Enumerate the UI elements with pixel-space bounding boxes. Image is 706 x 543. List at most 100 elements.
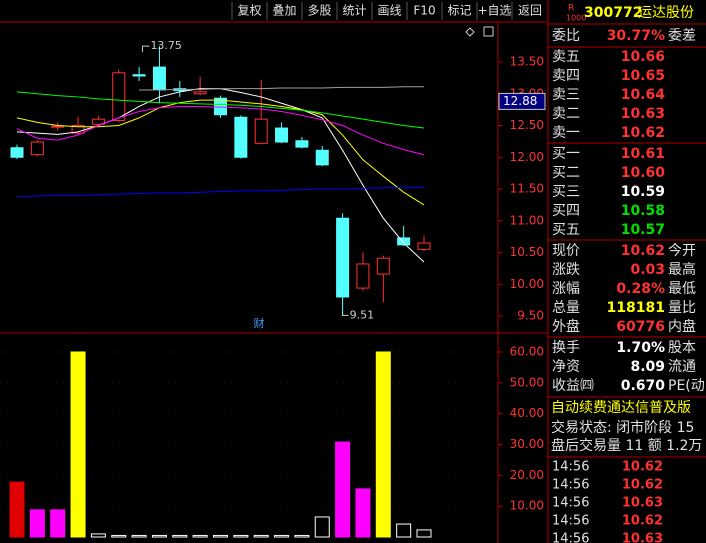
y-tick-label: 11.00: [510, 213, 544, 227]
volume-bar: [253, 534, 269, 538]
candle-body: [152, 66, 166, 91]
candle-body: [234, 116, 248, 158]
y-tick-label: 12.00: [510, 150, 544, 164]
icon-window[interactable]: [483, 26, 494, 37]
quote-value: 10.58: [621, 203, 665, 219]
trade-price: 10.63: [622, 496, 663, 511]
moving-average: [16, 91, 425, 129]
quote-extra: 股本: [668, 340, 696, 356]
toolbar-button[interactable]: 叠加: [272, 4, 296, 18]
volume-bar: [192, 534, 208, 538]
toolbar-button[interactable]: 返回: [518, 4, 542, 18]
volume-bar: [9, 481, 25, 538]
notice[interactable]: 自动续费通达信普及版: [551, 399, 691, 416]
y-tick-label: 11.50: [510, 182, 544, 196]
trade-time: 14:56: [552, 478, 589, 493]
toolbar-button[interactable]: 多股: [307, 4, 331, 18]
trade-price: 10.62: [622, 460, 663, 475]
quote-label: 买三: [552, 184, 580, 200]
candle-body: [397, 237, 411, 246]
volume-bar: [111, 534, 127, 538]
toolbar-button[interactable]: F10: [413, 4, 435, 18]
quote-value: 30.77%: [607, 28, 665, 44]
y-tick-label: 12.50: [510, 118, 544, 132]
y-tick-label: 20.00: [510, 468, 544, 482]
y-tick-label: 30.00: [510, 437, 544, 451]
volume-bar: [355, 488, 371, 538]
volume-bar: [131, 534, 147, 538]
volume-bar: [294, 534, 310, 538]
quote-label: 净资: [552, 359, 580, 375]
stock-code: 300772: [584, 5, 642, 21]
quote-extra: 内盘: [668, 318, 696, 335]
trade-status: 交易状态: 闭市阶段 15: [551, 419, 694, 436]
toolbar-button[interactable]: 画线: [377, 4, 401, 18]
volume-bar: [29, 509, 45, 538]
low-label: 9.51: [350, 308, 375, 321]
stock-name: 运达股份: [638, 5, 694, 21]
quote-extra: PE(动: [668, 378, 705, 394]
volume-bar: [375, 351, 391, 538]
candle-body: [356, 263, 370, 289]
y-tick-label: 50.00: [510, 375, 544, 389]
quote-value: 10.65: [621, 68, 665, 84]
volume-bar: [151, 534, 167, 538]
quote-value: 0.28%: [616, 281, 665, 297]
y-tick-label: 60.00: [510, 344, 544, 358]
toolbar-button[interactable]: 标记: [447, 4, 471, 18]
trade-price: 10.62: [622, 514, 663, 529]
after-hours: 盘后交易量 11 额 1.2万: [551, 437, 702, 454]
quote-value: 10.66: [621, 49, 665, 65]
price-tag: 12.88: [503, 94, 537, 108]
candle-body: [275, 127, 289, 143]
y-tick-label: 13.50: [510, 55, 544, 69]
quote-value: 10.60: [621, 165, 666, 181]
high-pointer: [141, 45, 150, 53]
price-tag-box: [498, 92, 546, 110]
quote-extra: 最高: [668, 261, 696, 278]
icon-diamond[interactable]: [465, 27, 475, 37]
volume-bar: [314, 516, 330, 538]
trade-time: 14:56: [552, 496, 589, 511]
quote-extra: 最低: [668, 281, 696, 297]
toolbar-button[interactable]: 统计: [342, 4, 366, 18]
quote-label: 买四: [552, 203, 580, 219]
candle-body: [10, 147, 24, 158]
quote-value: 10.63: [621, 106, 665, 122]
quote-label: 涨跌: [552, 262, 580, 278]
candle-body: [417, 242, 431, 250]
trade-time: 14:56: [552, 532, 589, 543]
y-tick-label: 10.00: [510, 277, 544, 291]
candle-body: [112, 72, 126, 121]
toolbar-button[interactable]: 复权: [237, 4, 261, 18]
toolbar-button[interactable]: +自选: [477, 4, 511, 18]
high-label: 13.75: [150, 39, 182, 52]
candle-body: [315, 149, 329, 166]
y-tick-label: 10.00: [510, 499, 544, 513]
quote-value: 0.03: [630, 262, 665, 278]
event-marker[interactable]: 财: [254, 316, 265, 330]
volume-bar: [50, 509, 66, 538]
candle-body: [336, 217, 350, 298]
volume-bar: [70, 351, 86, 538]
candle-body: [51, 125, 65, 128]
quote-label: 外盘: [552, 318, 580, 335]
quote-extra: 委差: [668, 28, 696, 44]
moving-average: [16, 99, 425, 206]
trade-time: 14:56: [552, 460, 589, 475]
quote-value: 60776: [616, 319, 665, 335]
quote-label: 委比: [552, 28, 580, 44]
candle-body: [91, 118, 105, 125]
badge-top: R: [568, 4, 574, 14]
moving-average: [16, 186, 425, 198]
quote-extra: 今开: [668, 243, 696, 259]
volume-bar: [213, 534, 228, 538]
quote-label: 买五: [552, 222, 580, 238]
volume-bar: [90, 533, 106, 538]
y-tick-label: 10.50: [510, 245, 544, 259]
quote-label: 买一: [552, 146, 580, 162]
candle-body: [71, 125, 85, 134]
quote-value: 10.62: [621, 125, 665, 141]
